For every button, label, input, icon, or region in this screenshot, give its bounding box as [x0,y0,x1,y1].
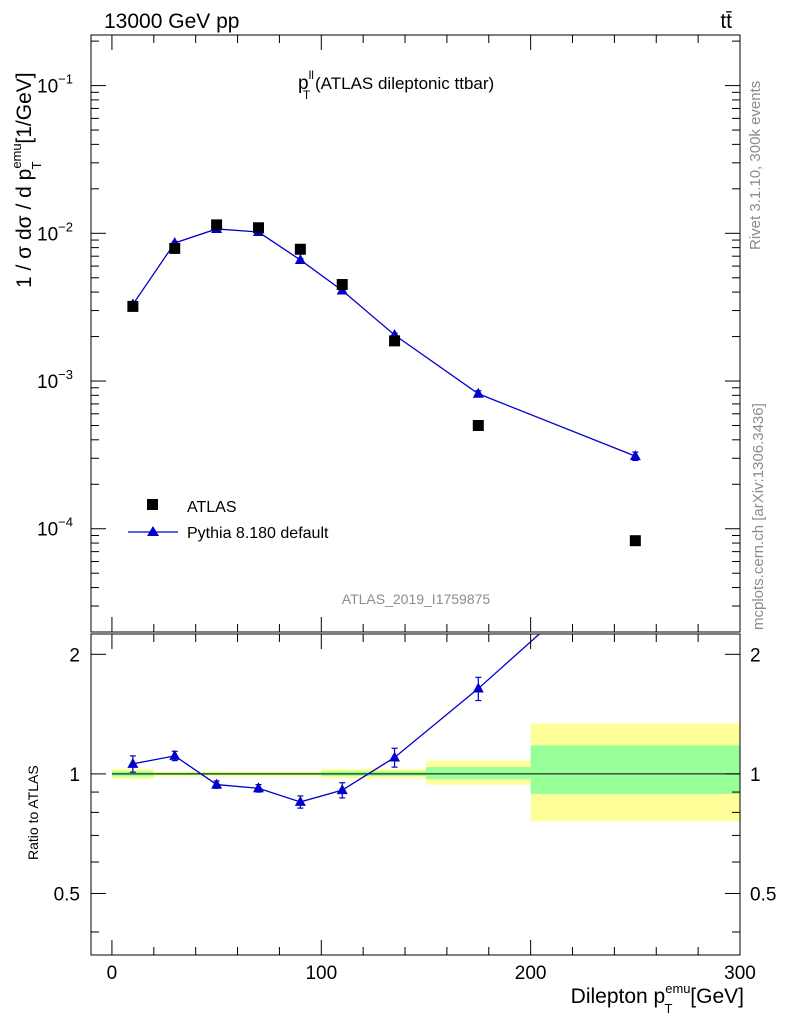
atlas-point [629,535,641,547]
ylabel-sup: emu [9,143,24,168]
ratio-ytick-label: 1 [69,765,80,786]
process-label: tt̄ [720,10,732,33]
legend-atlas-label: ATLAS [187,499,237,516]
mcplots-label: mcplots.cern.ch [arXiv:1306.3436] [750,403,767,630]
ytick-base: 10 [37,372,58,393]
ratio-xlabel: Dilepton pemu T [GeV] [571,981,744,1016]
title-sup: ll [309,68,314,82]
ytick-exp: −1 [58,72,73,87]
atlas-point [211,219,223,231]
title-rest: (ATLAS dileptonic ttbar) [310,74,494,93]
title-main: p [298,73,309,94]
pythia-ratio-point [211,778,223,789]
legend-atlas-marker [147,499,158,510]
pythia-ratio-point [336,784,348,795]
atlas-point [389,335,401,347]
ratio-frame [90,633,741,956]
ratio-xtick-label: 0 [107,963,118,984]
ytick-exp: −4 [58,515,73,530]
pythia-main-point [472,387,484,398]
pythia-ratio-point [389,751,401,762]
legend-pythia-marker [147,526,159,536]
energy-label: 13000 GeV pp [104,10,239,33]
ytick-exp: −2 [58,219,73,234]
pythia-main-line [132,228,636,457]
pythia-main-point [294,253,306,264]
xlabel-sup: emu [665,981,690,996]
analysis-watermark: ATLAS_2019_I1759875 [342,591,491,607]
main-ytick-label: 10−1 [37,72,73,98]
ylabel-unit: [1/GeV] [13,72,36,149]
ratio-ytick-label-right: 0.5 [750,884,776,905]
main-ylabel: 1 / σ dσ / d pemu T [1/GeV] [9,72,44,288]
ratio-xtick-label: 300 [724,963,756,984]
ratio-ylabel: Ratio to ATLAS [25,765,41,860]
main-panel: 10−110−210−310−4 pll T (ATLAS dileptonic … [9,34,741,633]
main-title: pll T (ATLAS dileptonic ttbar) [298,68,494,102]
ratio-axes: 0.5 0.5 1 1 2 2 0 100 200 300 [54,634,776,984]
ratio-ytick-label: 0.5 [54,884,80,905]
atlas-point [472,419,484,431]
ratio-ytick-label: 2 [69,645,80,666]
ytick-base: 10 [37,224,58,245]
atlas-point [294,243,306,255]
ytick-exp: −3 [58,367,73,382]
ratio-xtick-label: 100 [305,963,337,984]
atlas-point [336,279,348,291]
xlabel-sub: T [665,1001,673,1016]
main-ytick-label: 10−2 [37,219,73,245]
title-sub: T [303,88,311,102]
xlabel-unit: [GeV] [684,985,744,1008]
atlas-point [127,300,139,312]
pythia-ratio-point [294,795,306,806]
pythia-ratio-point [252,782,264,793]
pythia-main-point [629,450,641,461]
main-ytick-label: 10−3 [37,367,73,393]
main-marks [127,219,641,547]
ratio-bands [111,723,740,822]
ylabel-main: 1 / σ dσ / d p [13,169,36,288]
ratio-panel: 0.5 0.5 1 1 2 2 0 100 200 300 Ratio to ATLAS Dile… [25,633,776,1016]
ratio-band-inner [425,767,531,780]
ratio-marks [127,634,541,809]
ratio-xtick-label: 200 [515,963,547,984]
main-ytick-label: 10−4 [37,515,73,541]
pythia-ratio-point [472,682,484,693]
ytick-base: 10 [37,77,58,98]
atlas-point [169,242,181,254]
atlas-point [252,222,264,234]
rivet-label: Rivet 3.1.10, 300k events [747,81,764,250]
legend-pythia-label: Pythia 8.180 default [187,525,329,542]
pythia-ratio-point [127,757,139,768]
legend: ATLAS Pythia 8.180 default [128,499,329,542]
main-axes: 10−110−210−310−4 [37,35,741,633]
xlabel-main: Dilepton p [571,985,666,1008]
main-frame [90,34,741,633]
pythia-ratio-point [169,749,181,760]
ylabel-sub: T [29,161,44,169]
ytick-base: 10 [37,520,58,541]
ratio-ytick-label-right: 2 [750,645,761,666]
ratio-ytick-label-right: 1 [750,765,761,786]
ratio-band-inner [530,745,740,794]
